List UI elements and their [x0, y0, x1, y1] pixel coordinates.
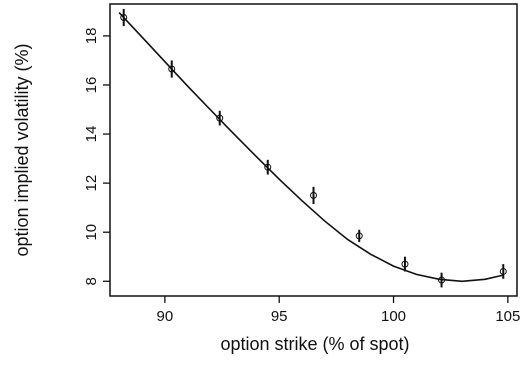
- y-tick-label: 12: [83, 175, 100, 192]
- y-tick-label: 10: [83, 224, 100, 241]
- y-axis-label: option implied volatility (%): [12, 43, 32, 256]
- data-point: [355, 232, 363, 240]
- data-point: [401, 260, 409, 268]
- data-point: [438, 276, 446, 284]
- x-tick-label: 95: [271, 308, 288, 325]
- data-point: [499, 267, 507, 275]
- y-tick-label: 14: [83, 126, 100, 143]
- x-axis-label: option strike (% of spot): [220, 334, 409, 354]
- data-point: [310, 191, 317, 199]
- data-point: [216, 114, 224, 122]
- x-tick-label: 100: [381, 308, 406, 325]
- y-tick-label: 18: [83, 28, 100, 45]
- fit-curve: [118, 12, 504, 283]
- data-point: [264, 163, 272, 171]
- x-tick-label: 105: [495, 308, 520, 325]
- plot-frame: [109, 3, 518, 297]
- y-tick-label: 8: [83, 277, 100, 285]
- data-point: [168, 65, 176, 73]
- y-tick-label: 16: [83, 77, 100, 94]
- data-point: [120, 13, 128, 21]
- x-tick-label: 90: [157, 308, 174, 325]
